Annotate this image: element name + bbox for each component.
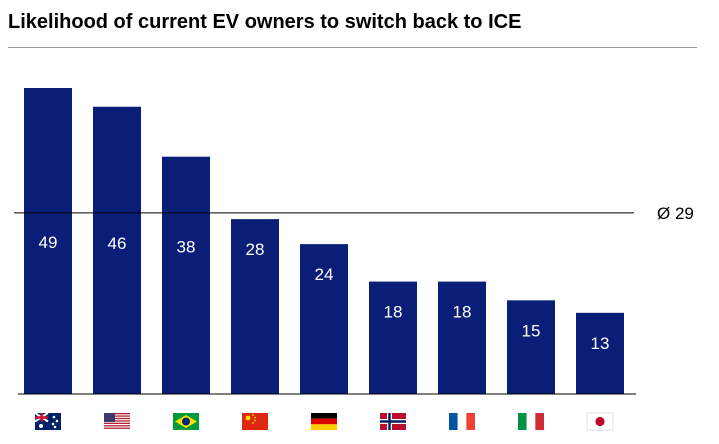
- chart-title: Likelihood of current EV owners to switc…: [8, 11, 522, 33]
- value-label: 13: [591, 334, 610, 353]
- bar-norway: [369, 281, 417, 394]
- flag-germany-icon: [311, 413, 337, 430]
- value-label: 18: [453, 303, 472, 322]
- flag-italy-icon: [518, 413, 544, 430]
- flags-layer: [34, 412, 614, 431]
- value-label: 38: [177, 237, 196, 256]
- bar-united-states: [93, 106, 141, 395]
- flag-usa-icon: [104, 413, 130, 429]
- value-label: 15: [522, 321, 541, 340]
- flag-brazil-icon: [173, 413, 199, 430]
- bar-australia: [24, 88, 72, 394]
- bar-brazil: [162, 156, 210, 394]
- bar-italy: [507, 300, 555, 394]
- bar-france: [438, 281, 486, 394]
- flag-norway-icon: [380, 413, 406, 430]
- value-label: 18: [384, 303, 403, 322]
- flag-china-icon: [242, 413, 268, 430]
- title-divider: [8, 47, 697, 48]
- value-labels-layer: 49 46 38 28 24 18 18 15 13: [39, 233, 610, 353]
- flag-japan-icon: [586, 412, 614, 431]
- value-label: 49: [39, 233, 58, 252]
- bars-layer: [24, 88, 624, 395]
- value-label: 24: [315, 265, 334, 284]
- flag-france-icon: [449, 413, 475, 430]
- bar-germany: [300, 244, 348, 394]
- bar-china: [231, 219, 279, 394]
- bar-japan: [576, 312, 624, 394]
- value-label: 28: [246, 240, 265, 259]
- value-label: 46: [108, 234, 127, 253]
- average-reference-label: Ø 29: [657, 204, 694, 223]
- flag-australia-icon: [34, 412, 61, 430]
